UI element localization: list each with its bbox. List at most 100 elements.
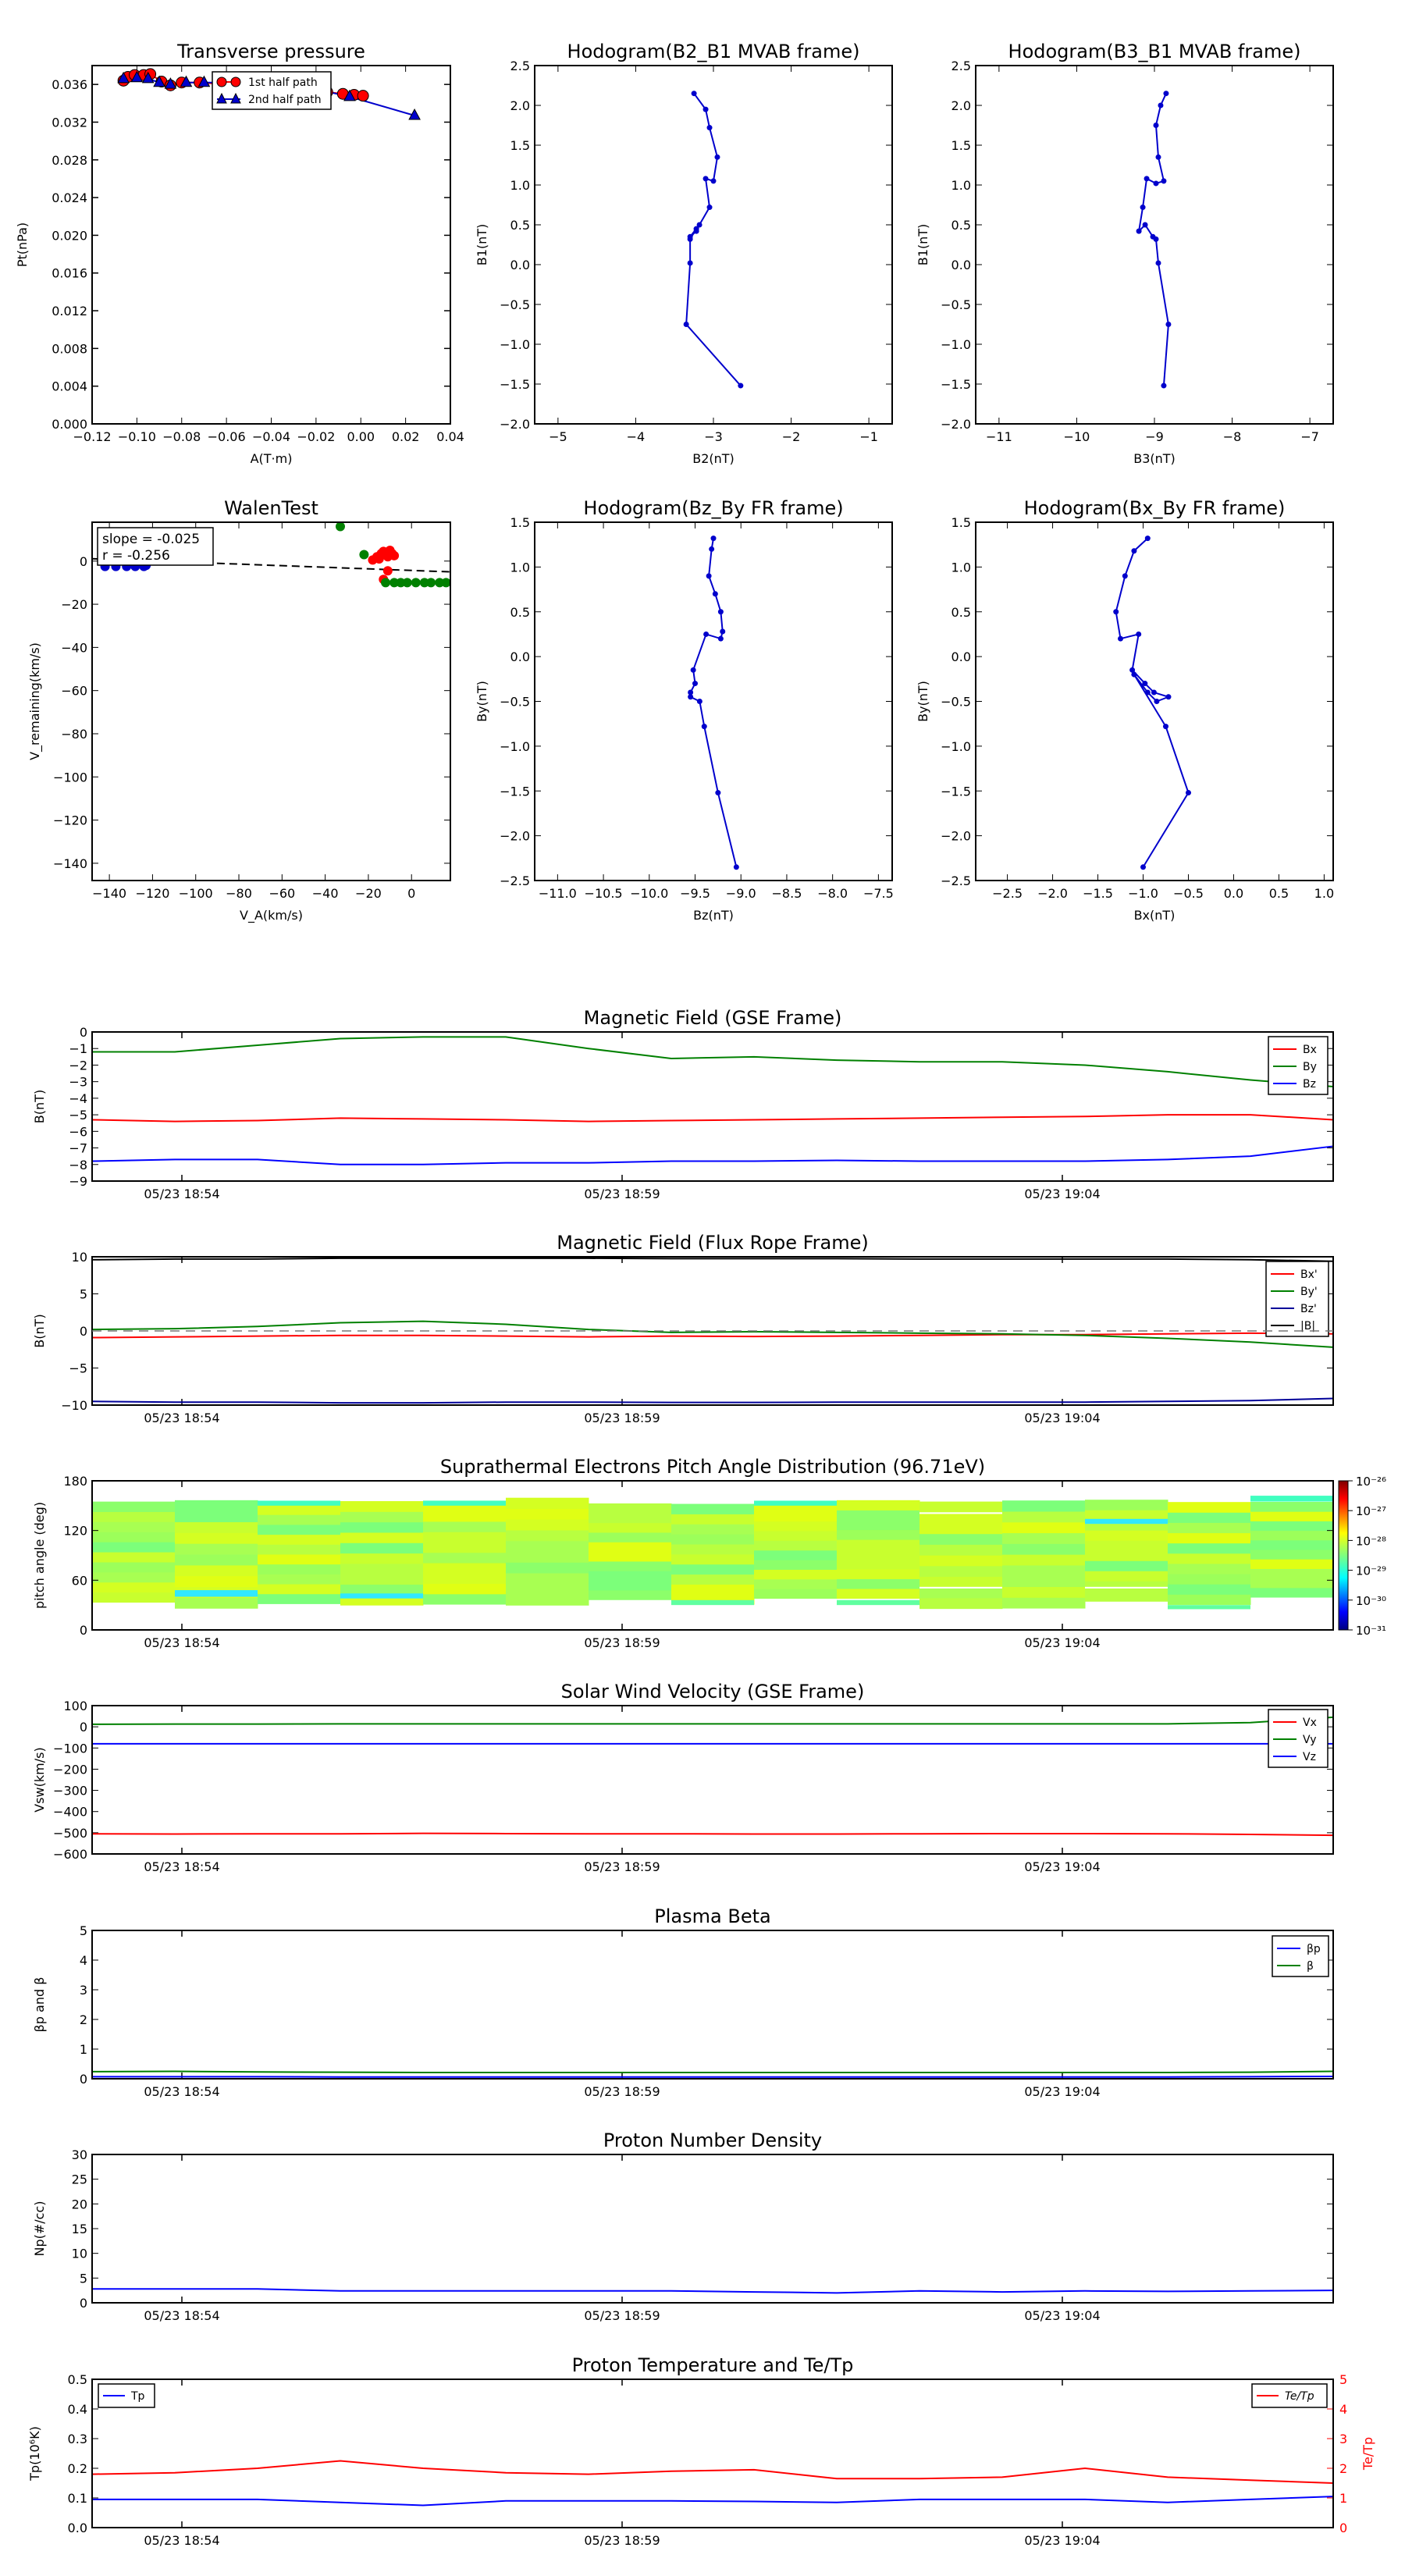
- colorbar-tick-label: 10⁻²⁸: [1356, 1534, 1386, 1548]
- x-tick-label: 0.5: [1269, 886, 1289, 901]
- x-tick-label: 05/23 19:04: [1024, 1635, 1100, 1650]
- y-tick-label: 0.000: [52, 417, 87, 432]
- x-tick-label: 0.0: [1224, 886, 1243, 901]
- heatmap-cell: [919, 1555, 1003, 1567]
- x-tick-label: −9.0: [726, 886, 756, 901]
- legend: Vx Vy Vz: [1268, 1709, 1329, 1768]
- y-axis-label: Np(#/cc): [32, 2201, 47, 2257]
- x-tick-label: 05/23 18:59: [584, 1859, 660, 1874]
- y-tick-label-right: 3: [1339, 2432, 1347, 2446]
- series-Bz: [91, 1397, 1334, 1404]
- heatmap-cell: [423, 1593, 507, 1605]
- heatmap-cell: [258, 1553, 341, 1565]
- x-tick-label: 05/23 18:59: [584, 1187, 660, 1201]
- legend-label: Te/Tp: [1285, 2390, 1314, 2403]
- x-tick-label: 05/23 18:54: [144, 1411, 219, 1425]
- heatmap-cell: [1085, 1591, 1168, 1602]
- data-point-2nd-half: [180, 75, 193, 87]
- walen-point: [374, 554, 384, 564]
- legend-label: Bz': [1300, 1303, 1317, 1315]
- heatmap-cell: [340, 1593, 423, 1599]
- y-tick-label: −0.5: [500, 695, 530, 710]
- y-tick-label: −2.0: [941, 417, 971, 432]
- y-tick-label: −1.5: [500, 377, 530, 392]
- heatmap-cell: [1250, 1559, 1334, 1569]
- y-tick-label: 0.0: [951, 258, 971, 272]
- heatmap-cell: [258, 1544, 341, 1555]
- y-tick-label: 0.028: [52, 153, 87, 168]
- data-point-2nd-half: [153, 75, 165, 87]
- heatmap-cell: [671, 1524, 755, 1535]
- heatmap-cell: [423, 1532, 507, 1542]
- heatmap-cell: [423, 1563, 507, 1574]
- y-tick-label-right: 0: [1339, 2521, 1347, 2535]
- plot-frame: [91, 1480, 1334, 1631]
- x-tick-label: −10: [1064, 429, 1090, 444]
- y-tick-label: −1.0: [500, 337, 530, 352]
- y-tick-label: −2: [69, 1058, 87, 1073]
- y-tick-label: 0.0: [510, 258, 530, 272]
- heatmap-cell: [1002, 1597, 1086, 1609]
- heatmap-cell: [423, 1500, 506, 1506]
- legend-left: Tp: [98, 2383, 155, 2408]
- x-tick-label: 0: [407, 886, 415, 901]
- heatmap-cell: [919, 1512, 1003, 1524]
- data-point-2nd-half: [130, 70, 144, 83]
- legend-label: Bx: [1303, 1044, 1317, 1056]
- data-point-2nd-half: [408, 108, 421, 120]
- heatmap-cell: [258, 1500, 340, 1506]
- heatmap-cell: [92, 1582, 176, 1593]
- hodogram-path: [1115, 537, 1190, 868]
- colorbar-bar: [1338, 1480, 1349, 1631]
- y-tick-label: −0.5: [941, 695, 971, 710]
- x-axis-label: B3(nT): [1133, 451, 1176, 466]
- y-axis-label: By(nT): [916, 681, 930, 722]
- heatmap-cell: [1250, 1568, 1334, 1579]
- chart-title: Magnetic Field (GSE Frame): [584, 1007, 842, 1029]
- y-tick-label: −10: [61, 1398, 87, 1413]
- heatmap-cell: [258, 1584, 341, 1595]
- x-tick-label: −0.06: [208, 429, 246, 444]
- hodogram-point: [1144, 176, 1150, 182]
- heatmap-cell: [1085, 1510, 1168, 1521]
- y-tick-label: 0.5: [68, 2372, 87, 2387]
- y-tick-label: 5: [80, 2271, 87, 2286]
- heatmap-cell: [423, 1583, 507, 1595]
- heatmap-cell: [1250, 1501, 1334, 1512]
- hodogram-point: [687, 260, 693, 266]
- x-tick-label: −0.04: [252, 429, 290, 444]
- panel-proton-temperature: Proton Temperature and Te/Tp 0.0 0.1 0.2 0.3…: [27, 2354, 1375, 2548]
- hodogram-point: [1158, 102, 1164, 109]
- plot-frame: [975, 65, 1334, 425]
- heatmap-cell: [175, 1543, 258, 1555]
- y-tick-label: 0.012: [52, 304, 87, 318]
- y-tick-label: 0: [80, 1025, 87, 1040]
- y-tick-label: −400: [53, 1805, 87, 1820]
- x-tick-label: −20: [355, 886, 382, 901]
- heatmap-cell: [92, 1532, 176, 1542]
- legend-label: Tp: [130, 2390, 145, 2403]
- chart-title: Hodogram(B2_B1 MVAB frame): [567, 41, 860, 62]
- hodogram-point: [1144, 689, 1151, 696]
- heatmap-cell: [1085, 1518, 1168, 1525]
- chart-title: Suprathermal Electrons Pitch Angle Distr…: [440, 1456, 985, 1478]
- series-By: [92, 1036, 1334, 1088]
- hodogram-point: [733, 864, 739, 870]
- walen-point: [419, 578, 429, 588]
- heatmap-gap: [919, 1512, 1002, 1514]
- hodogram-point: [717, 609, 724, 615]
- heatmap-cell: [837, 1500, 920, 1510]
- colorbar-tick-label: 10⁻²⁷: [1356, 1504, 1386, 1518]
- chart-title: Magnetic Field (Flux Rope Frame): [557, 1232, 868, 1254]
- heatmap-cell: [589, 1580, 672, 1591]
- y-tick-label: 2.5: [510, 59, 530, 73]
- heatmap-cell: [92, 1592, 176, 1603]
- series-Vx: [91, 1832, 1334, 1837]
- y-tick-label: 0: [80, 2072, 87, 2087]
- heatmap-cell: [258, 1564, 341, 1574]
- hodogram-point: [1136, 228, 1142, 234]
- y-axis-label: B(nT): [32, 1090, 47, 1123]
- heatmap-cell: [423, 1510, 507, 1522]
- legend-label: Vx: [1303, 1717, 1317, 1729]
- y-tick-label-right: 5: [1339, 2372, 1347, 2387]
